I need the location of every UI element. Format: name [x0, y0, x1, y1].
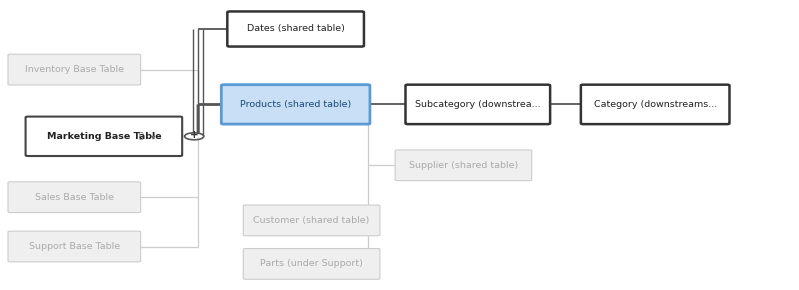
FancyBboxPatch shape: [395, 150, 532, 181]
FancyBboxPatch shape: [8, 54, 141, 85]
Text: Dates (shared table): Dates (shared table): [247, 24, 344, 34]
Text: Marketing Base Table: Marketing Base Table: [46, 132, 161, 141]
Text: Customer (shared table): Customer (shared table): [253, 216, 370, 225]
Text: ⤢: ⤢: [139, 132, 144, 141]
FancyBboxPatch shape: [243, 249, 380, 279]
Text: +: +: [190, 130, 198, 140]
Circle shape: [185, 133, 204, 140]
Text: Category (downstreams...: Category (downstreams...: [594, 100, 717, 109]
Text: Sales Base Table: Sales Base Table: [35, 193, 113, 202]
Text: Subcategory (downstrea...: Subcategory (downstrea...: [415, 100, 541, 109]
FancyBboxPatch shape: [8, 182, 141, 213]
Text: Products (shared table): Products (shared table): [240, 100, 352, 109]
Text: Supplier (shared table): Supplier (shared table): [409, 161, 518, 170]
FancyBboxPatch shape: [243, 205, 380, 236]
FancyBboxPatch shape: [221, 85, 370, 124]
Text: Parts (under Support): Parts (under Support): [260, 259, 363, 269]
Text: Inventory Base Table: Inventory Base Table: [25, 65, 124, 74]
FancyBboxPatch shape: [405, 85, 550, 124]
Text: Support Base Table: Support Base Table: [29, 242, 120, 251]
FancyBboxPatch shape: [26, 117, 182, 156]
FancyBboxPatch shape: [581, 85, 729, 124]
Text: ▾: ▾: [151, 132, 156, 141]
FancyBboxPatch shape: [227, 11, 364, 46]
FancyBboxPatch shape: [8, 231, 141, 262]
